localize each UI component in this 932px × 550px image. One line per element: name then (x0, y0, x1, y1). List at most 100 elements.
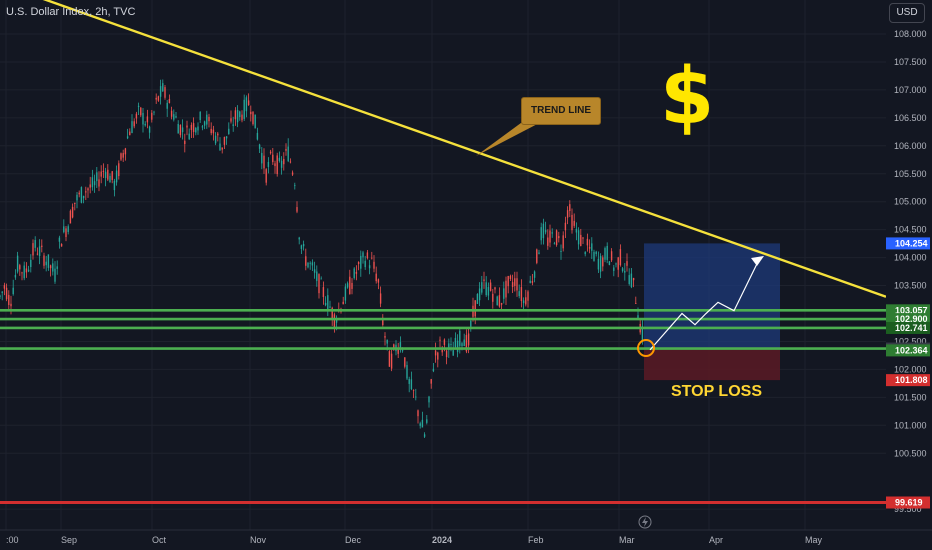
candle-body (311, 262, 314, 266)
candle-body (553, 243, 556, 245)
candle-body (564, 222, 567, 231)
price-label: 102.741 (895, 323, 928, 333)
candle-body (448, 343, 450, 351)
candle-body (135, 113, 138, 119)
candle-body (415, 396, 417, 398)
candle-body (177, 124, 179, 134)
candle-body (362, 252, 364, 258)
candle-body (0, 295, 1, 297)
candle-body (353, 268, 355, 279)
entry-marker[interactable] (637, 339, 655, 358)
trend-line-callout: TREND LINE (521, 97, 601, 125)
candle-body (397, 349, 399, 354)
candle-body (1, 291, 3, 293)
y-tick-label: 102.500 (894, 336, 927, 346)
candle-body (148, 126, 151, 133)
candle-body (302, 244, 305, 247)
candle-body (531, 281, 534, 283)
candle-body (542, 223, 545, 239)
candle-body (298, 237, 300, 240)
y-tick-label: 99.500 (894, 504, 922, 514)
candle-body (170, 110, 173, 117)
candle-body (459, 330, 461, 346)
callout-pointer (476, 120, 545, 156)
candle-body (58, 237, 61, 242)
candle-body (577, 230, 580, 245)
candle-body (586, 238, 589, 246)
candle-body (219, 143, 221, 151)
candle-body (80, 187, 83, 203)
candle-body (533, 271, 536, 278)
candle-body (159, 86, 162, 97)
time-axis[interactable] (0, 530, 932, 550)
y-tick-label: 106.500 (894, 113, 927, 123)
candle-body (179, 124, 182, 136)
candle-body (175, 116, 177, 118)
candle-body (47, 254, 50, 268)
x-tick-label: 2024 (432, 535, 452, 545)
candle-body (300, 245, 303, 249)
candle-body (624, 270, 626, 273)
candle-body (115, 170, 118, 183)
candle-body (410, 379, 413, 390)
candle-body (8, 294, 10, 305)
candle-body (140, 107, 142, 116)
candle-body (456, 340, 459, 352)
price-label-bg (886, 321, 930, 334)
symbol-header[interactable]: U.S. Dollar Index, 2h, TVC (6, 6, 136, 18)
candle-body (613, 267, 615, 271)
price-label: 103.057 (895, 305, 928, 315)
candle-body (421, 419, 424, 428)
candle-body (41, 245, 43, 247)
candle-body (437, 352, 439, 360)
candle-body (452, 350, 454, 356)
price-axis[interactable] (886, 0, 932, 550)
candle-body (49, 265, 52, 269)
candle-body (509, 275, 512, 279)
candle-body (351, 282, 353, 289)
candle-body (626, 261, 628, 266)
lightning-icon[interactable] (638, 515, 652, 529)
candle-body (192, 123, 195, 132)
currency-button[interactable]: USD (889, 3, 925, 23)
trend-line[interactable] (0, 0, 887, 298)
candle-body (245, 97, 248, 112)
candle-body (430, 379, 432, 384)
candle-body (478, 288, 481, 301)
candle-body (12, 287, 14, 295)
candle-body (371, 257, 373, 259)
candle-body (404, 357, 406, 367)
candle-body (155, 97, 157, 100)
y-tick-label: 101.500 (894, 392, 927, 402)
candle-body (14, 274, 17, 278)
candle-body (635, 303, 637, 304)
candle-body (492, 293, 494, 302)
candle-body (342, 301, 344, 305)
candle-body (582, 237, 584, 239)
candle-body (485, 282, 487, 296)
candle-body (258, 144, 261, 149)
candle-body (296, 207, 298, 212)
x-tick-label: Feb (528, 535, 544, 545)
candle-body (329, 306, 331, 308)
candle-body (516, 278, 518, 291)
candle-body (89, 184, 91, 188)
candle-body (126, 136, 129, 139)
candle-body (500, 302, 503, 305)
candle-body (212, 129, 215, 134)
candle-body (573, 220, 575, 226)
candle-body (489, 282, 492, 291)
candle-body (470, 320, 472, 327)
candle-body (355, 271, 358, 274)
price-label: 101.808 (895, 375, 928, 385)
candle-body (525, 297, 527, 305)
candle-body (195, 127, 197, 133)
x-tick-label: Sep (61, 535, 77, 545)
candle-body (450, 344, 452, 345)
candle-body (346, 283, 349, 288)
price-label: 104.254 (895, 238, 928, 248)
candle-body (344, 286, 347, 301)
candle-body (133, 121, 135, 127)
candle-body (166, 102, 168, 109)
